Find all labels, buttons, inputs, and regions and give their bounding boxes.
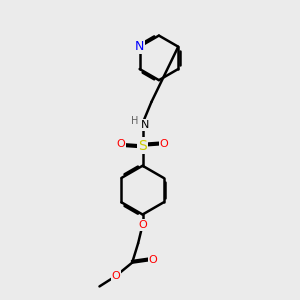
Text: S: S [138,139,147,152]
Text: H: H [130,116,138,126]
Text: N: N [135,40,144,53]
Text: O: O [117,139,125,149]
Text: O: O [111,271,120,281]
Text: O: O [160,139,168,149]
Text: O: O [148,255,157,265]
Text: O: O [138,220,147,230]
Text: N: N [141,120,149,130]
